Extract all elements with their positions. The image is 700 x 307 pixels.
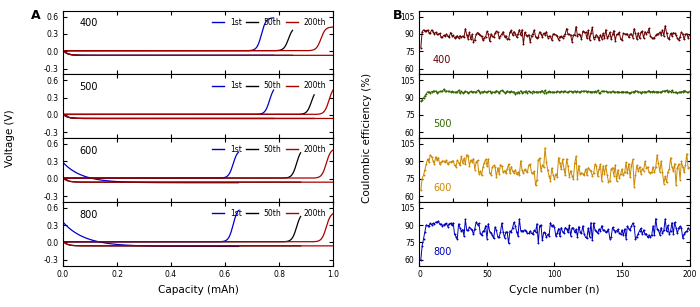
Legend: 1st, 50th, 200th: 1st, 50th, 200th bbox=[209, 142, 329, 157]
Text: 400: 400 bbox=[79, 18, 97, 29]
X-axis label: Cycle number (n): Cycle number (n) bbox=[509, 285, 600, 295]
Text: A: A bbox=[31, 10, 40, 22]
Text: 500: 500 bbox=[433, 119, 452, 129]
Text: 400: 400 bbox=[433, 56, 452, 65]
X-axis label: Capacity (mAh): Capacity (mAh) bbox=[158, 285, 239, 295]
Legend: 1st, 50th, 200th: 1st, 50th, 200th bbox=[209, 206, 329, 221]
Legend: 1st, 50th, 200th: 1st, 50th, 200th bbox=[209, 14, 329, 30]
Text: B: B bbox=[393, 10, 402, 22]
Text: 800: 800 bbox=[433, 247, 452, 257]
Text: Coulombic efficiency (%): Coulombic efficiency (%) bbox=[363, 73, 372, 203]
Text: 600: 600 bbox=[433, 183, 452, 193]
Legend: 1st, 50th, 200th: 1st, 50th, 200th bbox=[209, 78, 329, 93]
Text: Voltage (V): Voltage (V) bbox=[6, 109, 15, 167]
Text: 800: 800 bbox=[79, 210, 97, 220]
Text: 600: 600 bbox=[79, 146, 97, 156]
Text: 500: 500 bbox=[79, 82, 98, 92]
